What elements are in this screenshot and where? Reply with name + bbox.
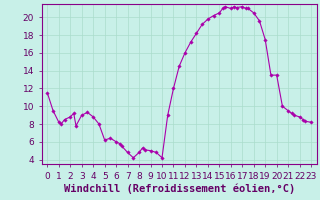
X-axis label: Windchill (Refroidissement éolien,°C): Windchill (Refroidissement éolien,°C) <box>64 183 295 194</box>
